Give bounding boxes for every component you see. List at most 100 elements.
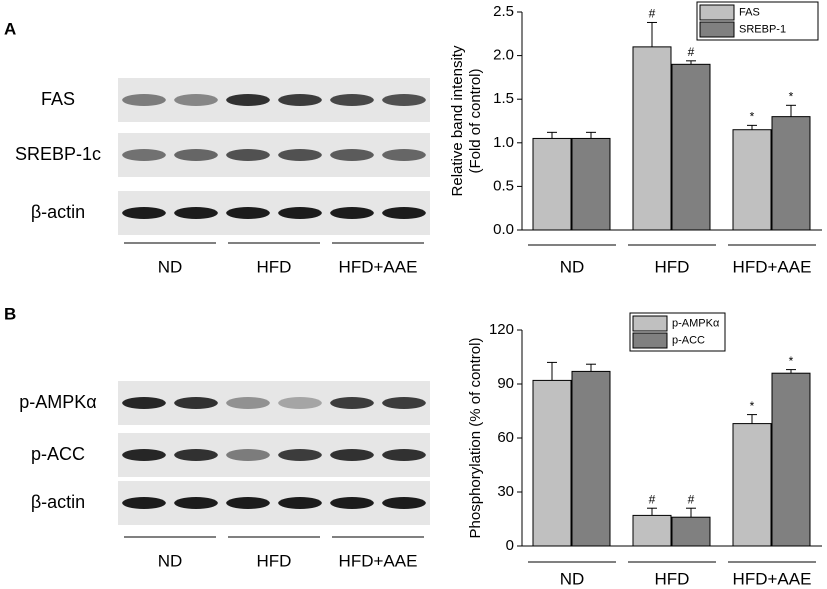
- bar: [732, 129, 772, 231]
- blot-group-label: ND: [158, 257, 183, 276]
- bar: [771, 372, 811, 547]
- blot-band: [174, 149, 218, 161]
- blot-band: [278, 497, 322, 509]
- blot-band: [278, 149, 322, 161]
- blot-row-label: SREBP-1c: [15, 144, 101, 164]
- blot-band: [278, 397, 322, 409]
- bar: [632, 514, 672, 547]
- blot-band: [122, 207, 166, 219]
- y-tick-label: 0.0: [493, 221, 514, 238]
- blot-strip: [118, 381, 430, 425]
- y-tick-label: 90: [497, 375, 514, 392]
- y-tick-label: 1.0: [493, 134, 514, 151]
- bar: [532, 137, 572, 231]
- error-bar: [686, 60, 696, 65]
- blot-group-label: HFD: [257, 551, 292, 570]
- legend-label: SREBP-1: [739, 23, 786, 35]
- significance-mark: #: [649, 492, 656, 506]
- blot-group-label: HFD+AAE: [339, 551, 418, 570]
- blot-band: [174, 497, 218, 509]
- blot-strip: [118, 78, 430, 122]
- blot-strip: [118, 191, 430, 235]
- error-bar: [786, 369, 796, 374]
- blot-band: [226, 397, 270, 409]
- blot-group-label: HFD: [257, 257, 292, 276]
- blot-band: [278, 94, 322, 106]
- error-bar: [747, 414, 757, 424]
- bar: [571, 370, 611, 547]
- y-tick-label: 30: [497, 483, 514, 500]
- blot-band: [174, 207, 218, 219]
- y-axis-label: Relative band intensity: [449, 45, 466, 196]
- y-axis-label: (Fold of control): [467, 68, 484, 173]
- bar: [732, 423, 772, 547]
- blot-strip: [118, 133, 430, 177]
- bar: [671, 516, 711, 547]
- blot-row-label: β-actin: [31, 492, 85, 512]
- panel-label: B: [4, 304, 16, 323]
- blot-band: [278, 449, 322, 461]
- blot-band: [382, 207, 426, 219]
- significance-mark: #: [688, 492, 695, 506]
- legend-swatch: [699, 4, 735, 21]
- significance-mark: *: [750, 399, 755, 413]
- blot-band: [330, 149, 374, 161]
- legend-swatch: [632, 332, 668, 349]
- blot-strip: [118, 433, 430, 477]
- blot-band: [226, 497, 270, 509]
- blot-row-label: p-ACC: [31, 444, 85, 464]
- bar: [632, 46, 672, 231]
- blot-band: [174, 449, 218, 461]
- y-axis-label: Phosphorylation (% of control): [467, 338, 484, 539]
- blot-band: [226, 94, 270, 106]
- blot-row-label: p-AMPKα: [19, 392, 96, 412]
- blot-band: [278, 207, 322, 219]
- legend-label: p-ACC: [672, 334, 705, 346]
- significance-mark: #: [688, 45, 695, 59]
- blot-band: [122, 149, 166, 161]
- bar: [671, 63, 711, 231]
- error-bar: [647, 21, 657, 47]
- blot-group-label: HFD+AAE: [339, 257, 418, 276]
- legend-swatch: [699, 21, 735, 38]
- x-tick-label: ND: [560, 569, 585, 588]
- blot-band: [122, 497, 166, 509]
- error-bar: [686, 507, 696, 518]
- blot-band: [382, 397, 426, 409]
- y-tick-label: 120: [489, 321, 514, 338]
- legend-label: FAS: [739, 6, 760, 18]
- blot-band: [330, 449, 374, 461]
- bar: [771, 116, 811, 231]
- error-bar: [786, 104, 796, 117]
- blot-row-label: β-actin: [31, 202, 85, 222]
- x-tick-label: HFD: [655, 257, 690, 276]
- bar: [532, 379, 572, 547]
- error-bar: [747, 124, 757, 130]
- x-tick-label: HFD: [655, 569, 690, 588]
- blot-band: [382, 497, 426, 509]
- y-tick-label: 2.5: [493, 3, 514, 20]
- blot-band: [382, 149, 426, 161]
- blot-band: [330, 94, 374, 106]
- y-tick-label: 0.5: [493, 177, 514, 194]
- y-tick-label: 60: [497, 429, 514, 446]
- blot-band: [122, 397, 166, 409]
- blot-band: [330, 207, 374, 219]
- y-tick-label: 1.5: [493, 90, 514, 107]
- legend-label: p-AMPKα: [672, 317, 720, 329]
- blot-band: [226, 149, 270, 161]
- blot-band: [226, 207, 270, 219]
- y-tick-label: 2.0: [493, 47, 514, 64]
- error-bar: [586, 363, 596, 372]
- significance-mark: *: [789, 89, 794, 103]
- bar: [571, 137, 611, 231]
- blot-band: [382, 449, 426, 461]
- blot-band: [122, 449, 166, 461]
- blot-row-label: FAS: [41, 89, 75, 109]
- blot-band: [330, 397, 374, 409]
- blot-strip: [118, 481, 430, 525]
- blot-band: [122, 94, 166, 106]
- panel-label: A: [4, 19, 16, 38]
- error-bar: [547, 361, 557, 381]
